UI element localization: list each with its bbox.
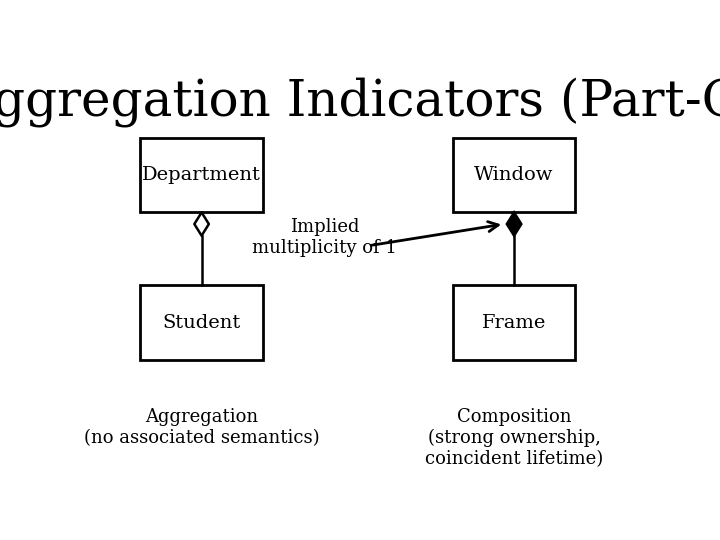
Text: Window: Window — [474, 166, 554, 184]
Text: Frame: Frame — [482, 314, 546, 332]
Text: Composition
(strong ownership,
coincident lifetime): Composition (strong ownership, coinciden… — [425, 408, 603, 468]
Text: Student: Student — [163, 314, 240, 332]
Bar — [140, 285, 263, 360]
Text: Implied
multiplicity of 1: Implied multiplicity of 1 — [252, 218, 397, 256]
Bar — [453, 285, 575, 360]
Bar — [453, 138, 575, 212]
Text: Aggregation Indicators (Part-Of): Aggregation Indicators (Part-Of) — [0, 77, 720, 127]
Text: Aggregation
(no associated semantics): Aggregation (no associated semantics) — [84, 408, 320, 447]
Bar — [140, 138, 263, 212]
Text: Department: Department — [142, 166, 261, 184]
Polygon shape — [507, 212, 521, 235]
